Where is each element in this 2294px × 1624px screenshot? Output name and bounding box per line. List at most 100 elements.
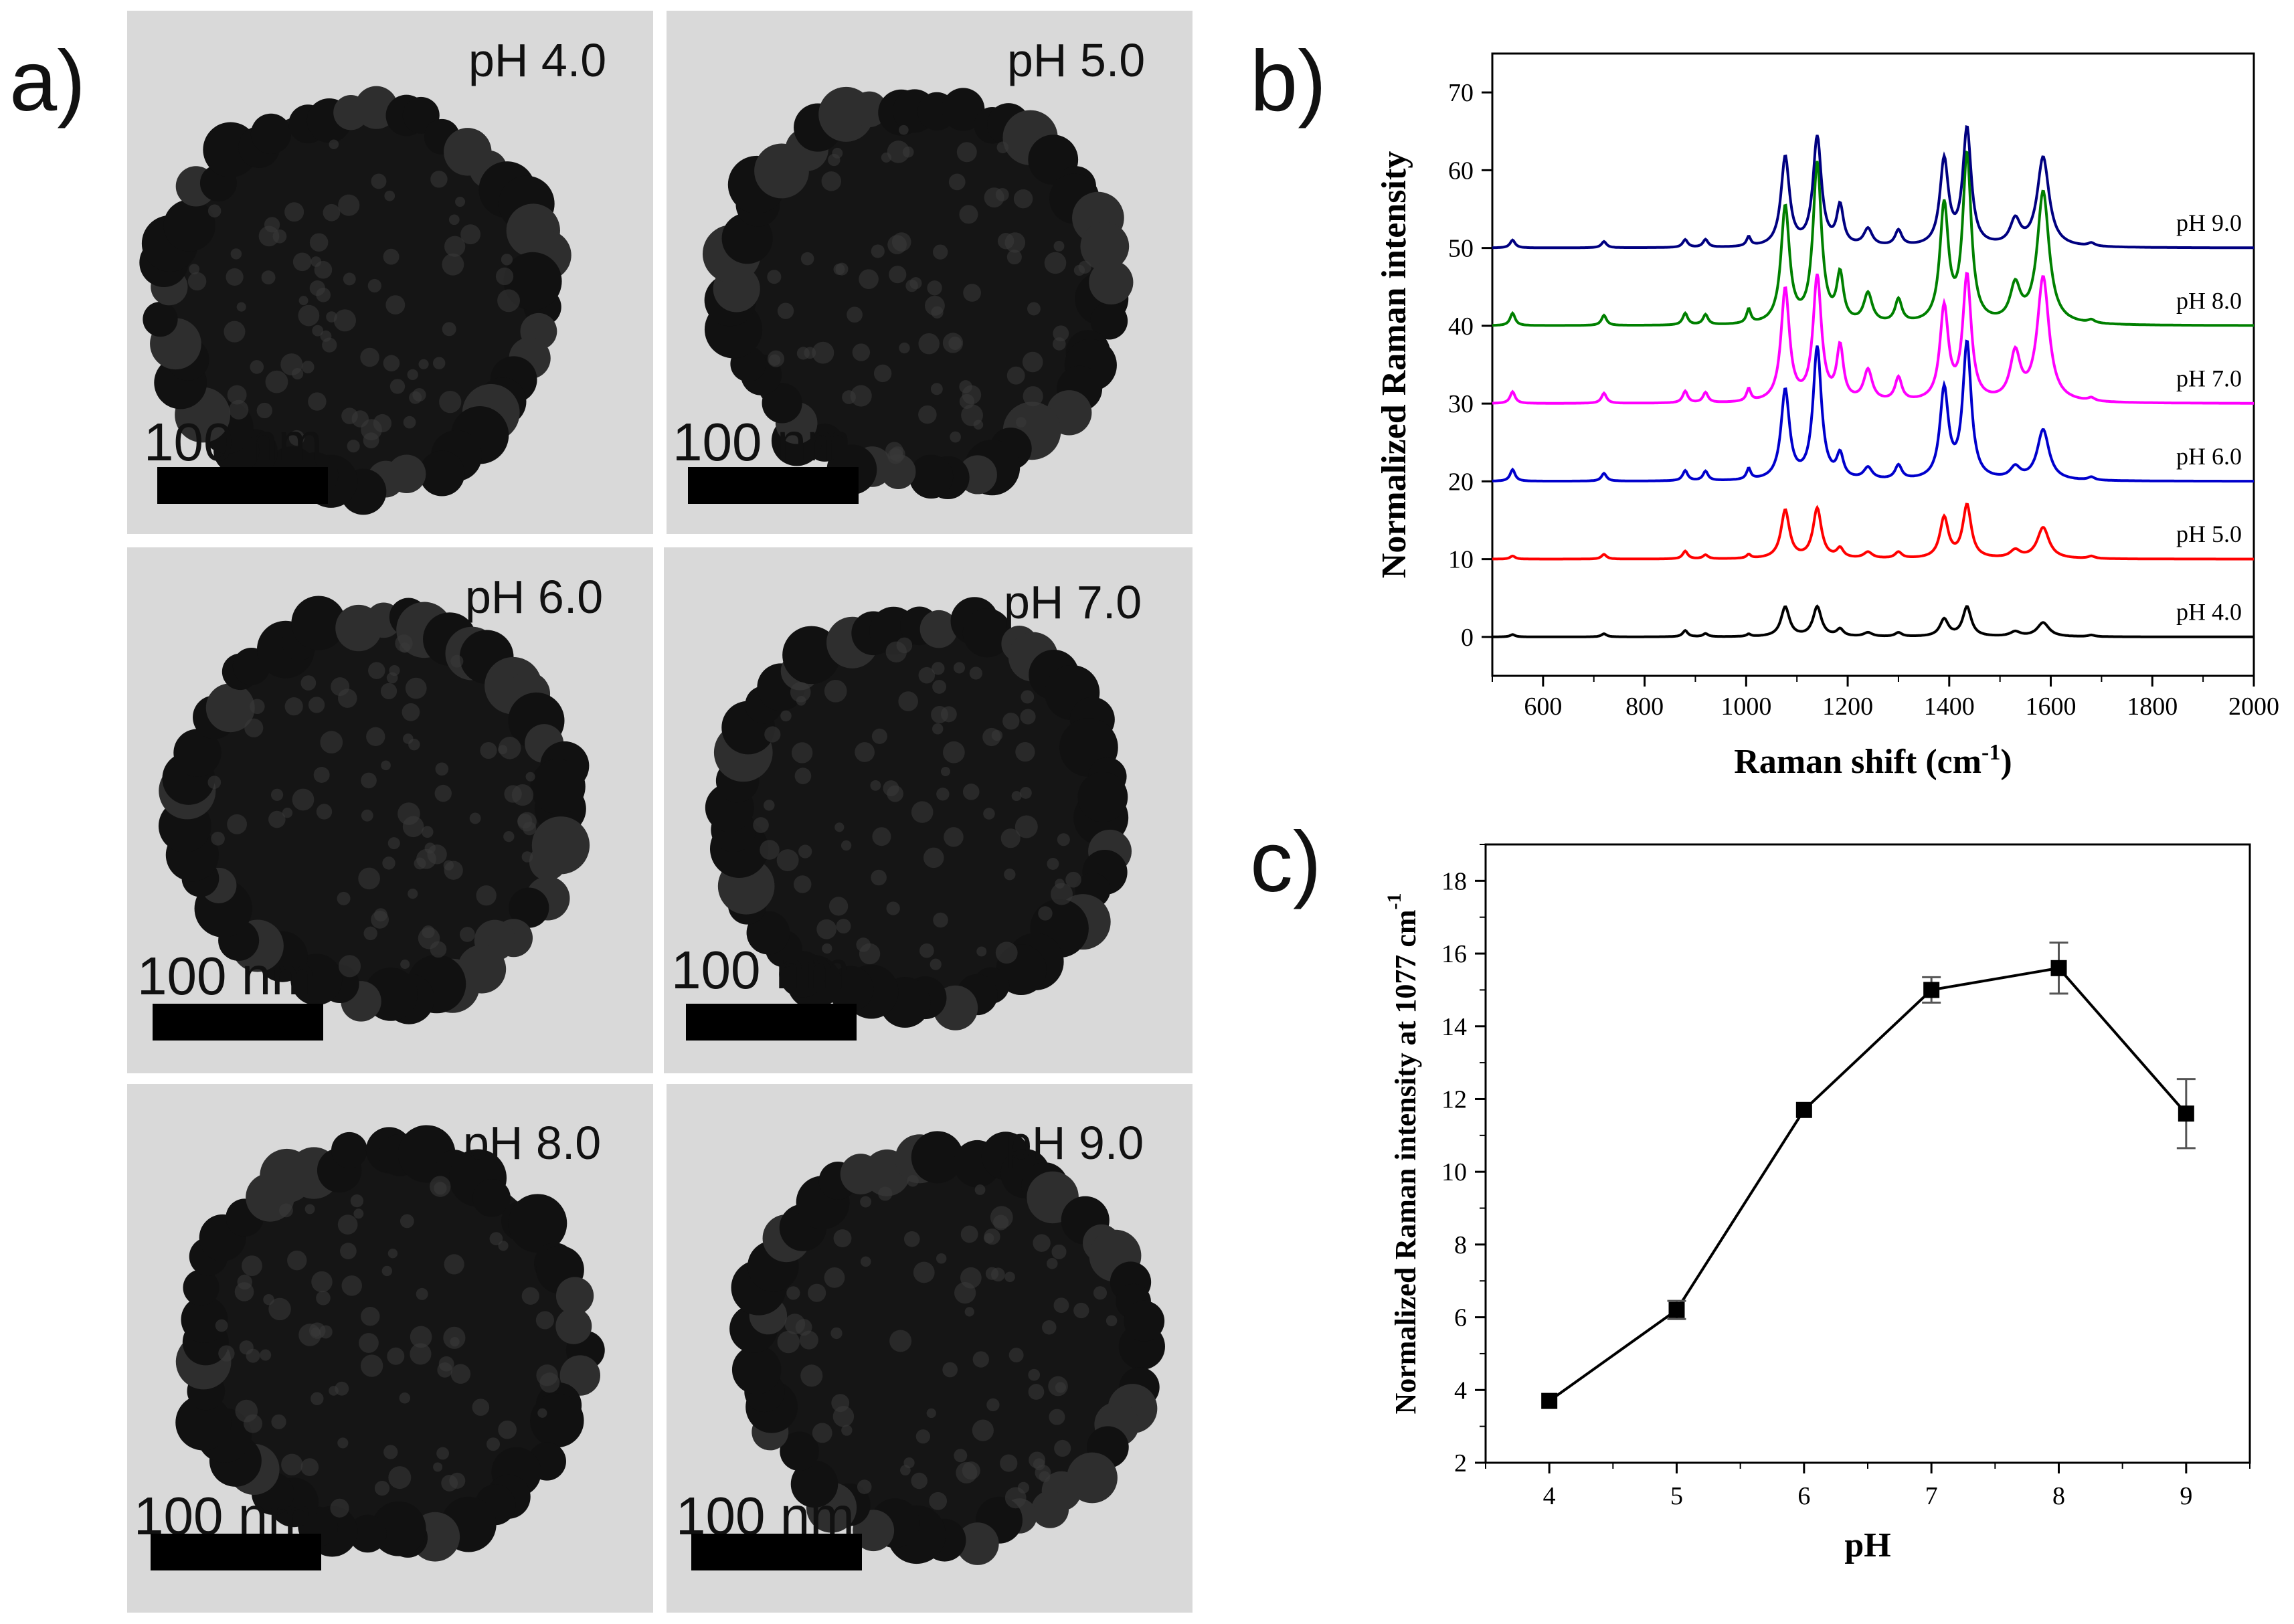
particle-texture	[498, 1241, 509, 1251]
particle-texture	[982, 727, 1001, 747]
particle-texture	[918, 666, 936, 684]
plot-frame	[1484, 843, 2251, 1464]
data-line	[1549, 966, 2188, 1403]
particle-texture	[1049, 1409, 1065, 1425]
particle-texture	[400, 1214, 414, 1229]
particle-texture	[1042, 1320, 1057, 1335]
particle-texture	[385, 295, 406, 315]
particle-texture	[421, 826, 434, 838]
particle-texture	[887, 141, 910, 163]
particle-texture	[767, 270, 782, 284]
y-tick-label: 10	[1441, 1158, 1467, 1186]
particle-texture	[476, 885, 497, 906]
particle-texture	[501, 254, 513, 266]
particle-texture	[1106, 1315, 1118, 1327]
particle-texture	[997, 233, 1014, 250]
particle-texture	[374, 1481, 390, 1496]
y-tick-label: 50	[1448, 235, 1474, 263]
particle-texture	[1008, 1348, 1024, 1363]
particle-texture	[337, 1214, 358, 1235]
particle-texture	[926, 1408, 936, 1419]
particle-texture	[360, 1354, 383, 1377]
y-tick-label: 4	[1454, 1376, 1467, 1405]
particle-texture	[326, 311, 337, 323]
particle-texture	[387, 1249, 398, 1259]
particle-texture	[1073, 1302, 1089, 1319]
particle-lobe	[508, 1194, 567, 1253]
particle-texture	[312, 325, 324, 337]
x-tick-label: 5	[1670, 1482, 1683, 1510]
particle-texture	[383, 1445, 398, 1459]
particle-texture	[236, 302, 246, 312]
data-point	[1923, 982, 1940, 998]
particle-texture	[933, 912, 948, 928]
particle-texture	[833, 263, 845, 275]
particle-texture	[808, 1283, 826, 1302]
particle-texture	[300, 675, 317, 691]
scale-bar	[686, 1004, 857, 1041]
particle-lobe	[1077, 772, 1128, 822]
particle-texture	[450, 1337, 460, 1347]
particle-texture	[450, 1364, 471, 1384]
particle-texture	[786, 1286, 800, 1300]
particle-texture	[410, 1326, 432, 1348]
particle-texture	[948, 337, 962, 350]
x-tick-label: 1000	[1721, 693, 1771, 721]
particle-texture	[230, 248, 242, 260]
particle-texture	[521, 1287, 539, 1305]
particle-texture	[996, 141, 1009, 154]
particle-texture	[368, 662, 385, 679]
particle-texture	[405, 677, 427, 699]
particle-texture	[536, 1364, 558, 1386]
particle-texture	[264, 217, 280, 233]
particle-texture	[480, 741, 497, 759]
particle-texture	[1000, 1454, 1018, 1472]
particle-texture	[402, 816, 424, 838]
particle-texture	[1004, 1271, 1015, 1283]
particle-texture	[316, 1291, 331, 1305]
particle-texture	[263, 1294, 274, 1305]
particle-texture	[828, 897, 849, 916]
y-tick-label: 30	[1448, 390, 1474, 418]
particle-texture	[986, 1398, 1000, 1412]
particle-texture	[235, 1399, 258, 1423]
particle-texture	[407, 369, 418, 380]
particle-texture	[256, 402, 272, 419]
particle-texture	[1023, 386, 1043, 407]
data-point	[1541, 1392, 1558, 1409]
particle-texture	[830, 1327, 843, 1340]
data-point	[2178, 1105, 2194, 1122]
particle-texture	[410, 1343, 432, 1365]
particle-texture	[311, 1392, 324, 1405]
particle-texture	[442, 253, 464, 276]
particle-lobe	[530, 1393, 584, 1448]
spectrum-line	[1492, 503, 2254, 561]
particle-texture	[887, 448, 903, 464]
series-label: pH 6.0	[2176, 443, 2242, 470]
particle-lobe	[1089, 260, 1134, 305]
particle-texture	[956, 1461, 978, 1483]
particle-texture	[422, 925, 435, 939]
particle-texture	[211, 832, 225, 846]
particle-texture	[984, 1228, 1000, 1245]
tem-ph-label: pH 5.0	[1007, 34, 1146, 86]
particle-texture	[338, 194, 360, 216]
particle-texture	[841, 1425, 853, 1436]
particle-texture	[931, 706, 948, 723]
particle-lobe	[530, 759, 586, 814]
particle-texture	[350, 1194, 364, 1208]
particle-texture	[333, 309, 356, 332]
particle-texture	[800, 1364, 823, 1387]
particle-texture	[260, 1349, 272, 1361]
particle-texture	[292, 788, 315, 811]
particle-lobe	[746, 911, 790, 955]
particle-texture	[856, 937, 871, 952]
particle-texture	[911, 1472, 928, 1490]
particle-lobe	[780, 1431, 819, 1471]
particle-texture	[1053, 325, 1069, 342]
particle-texture	[330, 1498, 349, 1518]
particle-texture	[495, 267, 514, 286]
particle-texture	[1006, 250, 1022, 265]
series-label: pH 4.0	[2176, 598, 2242, 625]
y-axis-title: Normalized Raman intensity at 1077 cm-1	[1383, 893, 1422, 1414]
